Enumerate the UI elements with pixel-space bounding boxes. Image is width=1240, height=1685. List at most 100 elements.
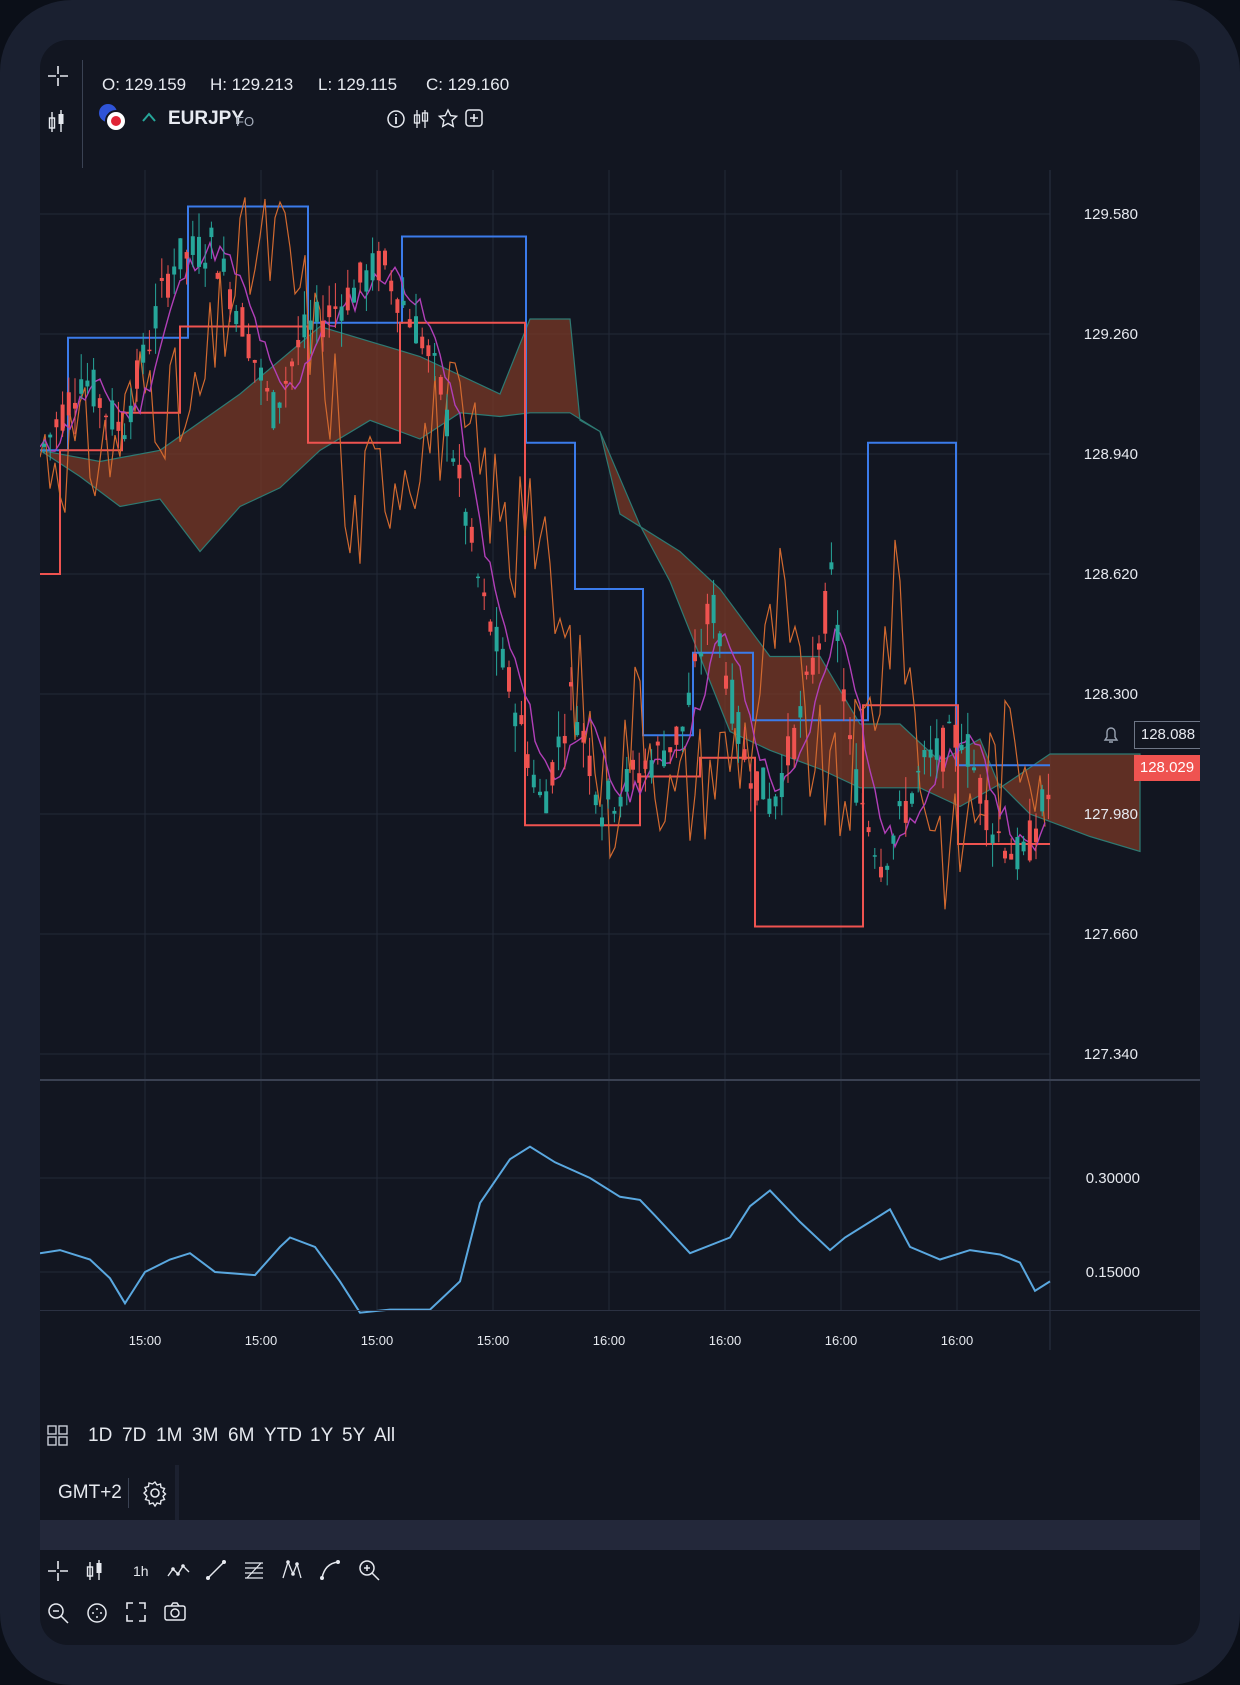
candle — [668, 747, 673, 765]
timeframe-1y[interactable]: 1Y — [310, 1425, 334, 1446]
pattern-icon[interactable] — [280, 1558, 304, 1582]
interval-button[interactable]: 1h — [133, 1563, 149, 1579]
candle — [48, 432, 53, 461]
candles-tool-icon[interactable] — [84, 1558, 106, 1584]
candle — [228, 281, 232, 322]
candle — [941, 725, 945, 789]
candle — [60, 391, 65, 437]
candle — [438, 374, 443, 401]
price-axis-label: 128.620 — [1084, 566, 1138, 583]
candle — [209, 221, 214, 259]
candle — [97, 394, 102, 429]
chevron-up-icon[interactable] — [140, 110, 158, 124]
candle — [395, 297, 400, 333]
exchange-label: FO — [236, 114, 255, 129]
time-axis-label: 16:00 — [593, 1333, 626, 1348]
candle — [817, 635, 821, 674]
time-axis-label: 15:00 — [245, 1333, 278, 1348]
candle — [562, 713, 567, 770]
timeframe-all[interactable]: All — [374, 1425, 396, 1446]
fullscreen-icon[interactable] — [124, 1600, 148, 1624]
reset-icon[interactable] — [84, 1600, 110, 1626]
candle — [290, 358, 294, 390]
timeframe-1d[interactable]: 1D — [88, 1425, 113, 1446]
candle — [302, 291, 307, 349]
timeframe-5y[interactable]: 5Y — [342, 1425, 366, 1446]
timezone-divider — [128, 1478, 129, 1508]
candle — [252, 359, 257, 383]
candle — [538, 778, 542, 798]
timeframe-6m[interactable]: 6M — [228, 1425, 255, 1446]
toolbar-divider — [82, 60, 83, 168]
candle — [693, 629, 697, 668]
compare-icon[interactable] — [410, 107, 432, 131]
candle — [922, 740, 927, 775]
candle — [513, 703, 518, 752]
zoom-out-icon[interactable] — [45, 1600, 71, 1626]
timeframe-ytd[interactable]: YTD — [264, 1425, 302, 1446]
candle — [550, 759, 555, 794]
add-icon[interactable] — [463, 107, 485, 129]
indicator-line — [40, 1145, 1051, 1314]
camera-icon[interactable] — [162, 1600, 188, 1624]
bell-icon[interactable] — [1098, 723, 1124, 747]
star-icon[interactable] — [436, 107, 460, 131]
candle — [178, 238, 183, 279]
candle — [153, 283, 158, 354]
curve-icon[interactable] — [318, 1558, 342, 1582]
indicator-axis-label: 0.15000 — [1086, 1264, 1140, 1281]
crosshair-icon[interactable] — [44, 62, 72, 90]
separator-strip — [40, 1520, 1200, 1550]
trend-line-icon[interactable] — [204, 1558, 228, 1582]
candle — [215, 270, 220, 280]
candle — [352, 279, 356, 304]
timeframe-1m[interactable]: 1M — [156, 1425, 183, 1446]
candle — [624, 756, 629, 806]
time-axis-border — [40, 1310, 1200, 1311]
timezone-label[interactable]: GMT+2 — [58, 1482, 122, 1503]
candle — [283, 366, 288, 408]
candles-icon[interactable] — [46, 108, 68, 136]
chikou-line — [40, 197, 1046, 910]
candle — [984, 794, 989, 847]
candle — [649, 749, 654, 784]
candle — [432, 342, 437, 381]
candle — [1009, 838, 1014, 860]
candle — [891, 833, 896, 860]
candle — [953, 707, 958, 772]
candle — [643, 748, 648, 792]
candle — [767, 782, 772, 818]
candle — [996, 811, 1001, 843]
candle — [197, 213, 201, 274]
price-axis-label: 129.580 — [1084, 206, 1138, 223]
candle — [655, 736, 660, 765]
candle — [66, 377, 71, 429]
symbol-name[interactable]: EURJPY — [168, 108, 245, 129]
candle — [600, 804, 604, 841]
price-chart[interactable]: 129.580 129.260 128.940 128.620 128.300 127.9… — [40, 170, 1200, 1400]
timeframe-3m[interactable]: 3M — [192, 1425, 219, 1446]
info-icon[interactable] — [385, 108, 407, 130]
zoom-in-icon[interactable] — [356, 1557, 382, 1583]
candle — [203, 244, 208, 287]
fib-icon[interactable] — [242, 1558, 266, 1582]
layout-grid-icon[interactable] — [46, 1423, 70, 1449]
time-axis-label: 16:00 — [709, 1333, 742, 1348]
crosshair-tool-icon[interactable] — [45, 1558, 71, 1584]
candle — [339, 294, 344, 347]
candle — [804, 665, 809, 680]
panel-separator[interactable] — [40, 1079, 1200, 1081]
line-style-icon[interactable] — [166, 1560, 192, 1582]
candle — [959, 723, 964, 754]
time-axis-label: 15:00 — [477, 1333, 510, 1348]
candle — [637, 752, 642, 790]
candle — [761, 767, 766, 800]
candle — [110, 388, 115, 436]
candle — [934, 719, 939, 779]
timeframe-7d[interactable]: 7D — [122, 1425, 147, 1446]
candle — [798, 690, 803, 738]
gear-icon[interactable] — [140, 1478, 170, 1508]
candle — [792, 724, 797, 768]
candle — [370, 237, 375, 291]
